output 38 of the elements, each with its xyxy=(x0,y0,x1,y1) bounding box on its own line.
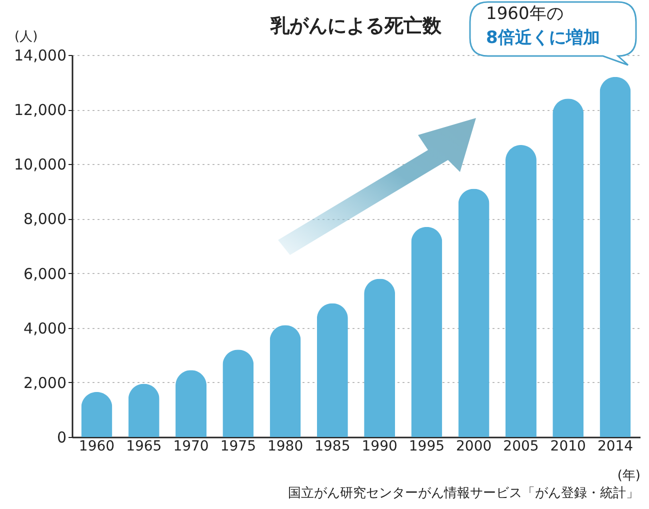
x-tick-label: 1975 xyxy=(220,438,256,454)
text: 8倍近くに増加 xyxy=(486,27,600,50)
y-tick-label: 10,000 xyxy=(14,156,66,174)
x-tick-label: 1980 xyxy=(267,438,304,454)
y-tick-label: 6,000 xyxy=(24,264,66,283)
bar xyxy=(81,392,112,437)
x-tick-label: 1990 xyxy=(362,438,398,454)
x-tick-label: 1985 xyxy=(314,438,350,454)
bar xyxy=(222,350,254,437)
bar xyxy=(411,226,442,437)
bar xyxy=(458,188,490,437)
text: 1960年の xyxy=(486,3,564,26)
bar xyxy=(600,76,631,437)
bar xyxy=(552,98,584,437)
x-tick-label: 1965 xyxy=(126,438,162,454)
chart-title: 乳がんによる死亡数 xyxy=(270,15,442,37)
bar xyxy=(128,384,160,437)
x-tick-label: 2000 xyxy=(456,438,492,454)
y-tick-label: 14,000 xyxy=(14,46,66,64)
x-tick-label: 2010 xyxy=(550,438,586,454)
y-tick-label: 2,000 xyxy=(24,374,66,392)
x-axis-title: (年) xyxy=(617,468,640,484)
x-tick-label: 2005 xyxy=(503,438,539,454)
bar xyxy=(270,325,301,437)
bar xyxy=(364,278,396,437)
bar xyxy=(505,145,536,437)
bar xyxy=(316,303,348,437)
y-axis-title: (人) xyxy=(14,30,38,44)
bar xyxy=(176,370,207,437)
text: 国立がん研究センターがん情報サービス「がん登録・統計」 xyxy=(288,485,639,502)
x-tick-label: 2014 xyxy=(597,438,634,454)
y-tick-label: 8,000 xyxy=(24,210,66,228)
x-tick-label: 1995 xyxy=(408,438,445,454)
y-tick-label: 0 xyxy=(56,428,66,446)
x-tick-label: 1960 xyxy=(78,438,115,454)
y-tick-label: 12,000 xyxy=(14,101,66,120)
y-tick-label: 4,000 xyxy=(24,319,66,338)
x-tick-label: 1970 xyxy=(173,438,209,454)
